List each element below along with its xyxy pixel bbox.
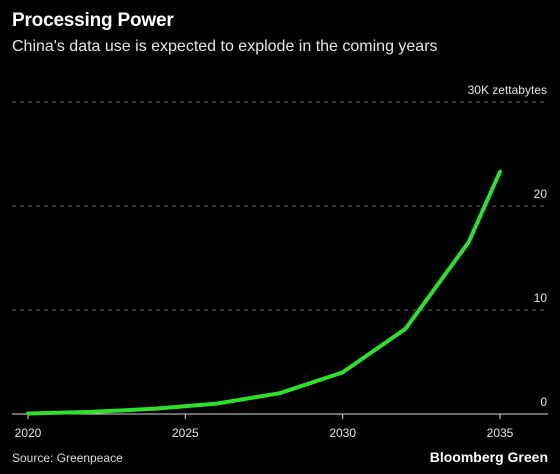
x-tick-label-2035: 2035 (487, 426, 514, 440)
chart-title: Processing Power (12, 10, 174, 31)
brand-logo: Bloomberg Green (429, 449, 548, 465)
chart-subtitle: China's data use is expected to explode … (12, 38, 438, 55)
y-tick-label-0: 0 (540, 395, 547, 409)
gridlines (12, 101, 548, 415)
y-tick-label-30: 30K zettabytes (468, 83, 547, 97)
source-note: Source: Greenpeace (12, 451, 123, 465)
x-tick-label-2025: 2025 (172, 426, 199, 440)
y-tick-label-20: 20 (534, 187, 548, 201)
x-tick-label-2020: 2020 (15, 426, 42, 440)
y-tick-labels: 0 10 20 30K zettabytes (468, 83, 548, 409)
y-tick-label-10: 10 (534, 291, 548, 305)
series-line-0 (26, 169, 502, 416)
series-layer (26, 169, 502, 416)
x-tick-label-2030: 2030 (329, 426, 356, 440)
x-tick-labels: 2020 2025 2030 2035 (15, 414, 514, 440)
